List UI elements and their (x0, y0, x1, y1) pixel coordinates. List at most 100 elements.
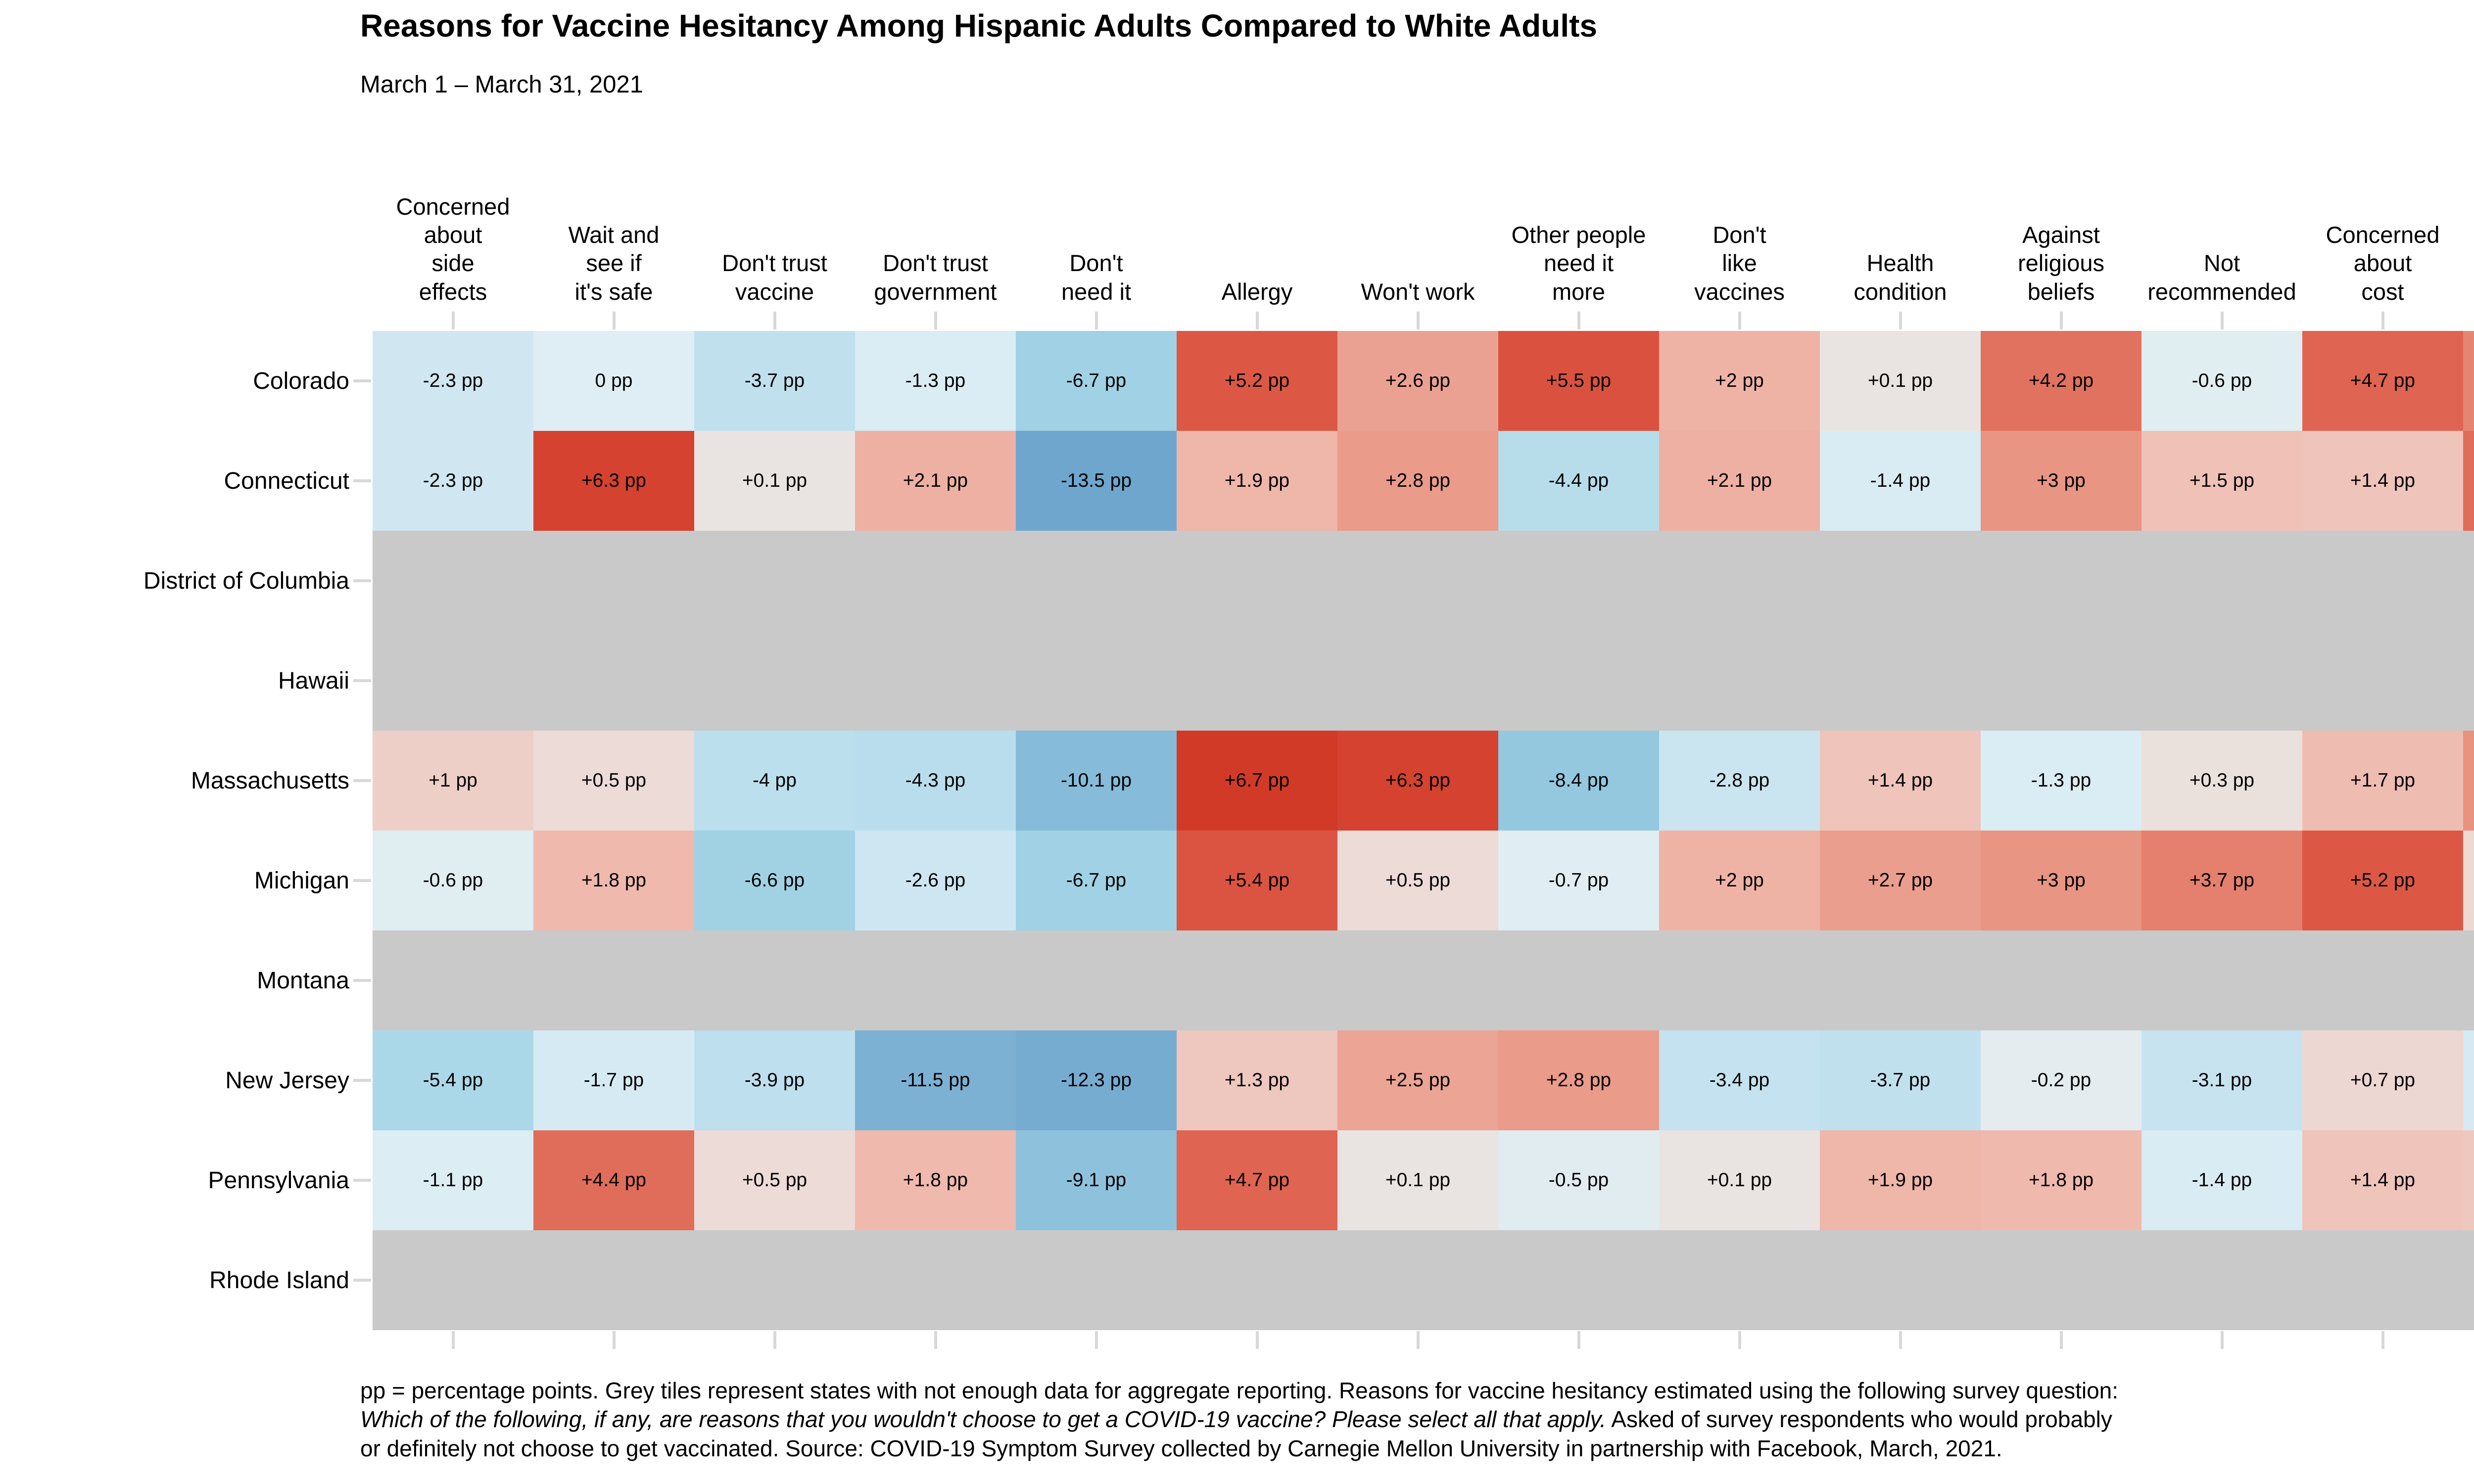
heatmap-cell-no-data (2141, 1230, 2302, 1330)
heatmap-cell: +2 pp (1659, 331, 1820, 431)
heatmap-cell: +2.7 pp (1820, 831, 1981, 930)
heatmap-cell: +0.1 pp (694, 431, 855, 531)
heatmap-cell-no-data (694, 1230, 855, 1330)
row-label: Pennsylvania (208, 1167, 349, 1194)
heatmap-cell-no-data (1337, 1230, 1498, 1330)
heatmap-cell-no-data (1820, 531, 1981, 631)
heatmap-cell: -3.9 pp (694, 1030, 855, 1130)
footnote-line-2: Which of the following, if any, are reas… (360, 1405, 2474, 1434)
heatmap-cell: -12.3 pp (1016, 1030, 1177, 1130)
heatmap-cell: -0.7 pp (1498, 831, 1659, 930)
heatmap-cell-no-data (1016, 531, 1177, 631)
row-label: Montana (257, 967, 349, 994)
heatmap-cell: +3.1 pp (2463, 731, 2474, 831)
heatmap-cell-no-data (1337, 930, 1498, 1030)
axis-tick-top (1738, 312, 1741, 329)
heatmap-cell: -3.7 pp (1820, 1030, 1981, 1130)
heatmap-cell-no-data (855, 930, 1016, 1030)
heatmap-cell-no-data (694, 531, 855, 631)
heatmap-cell: +2.1 pp (1659, 431, 1820, 531)
heatmap-cell: -11.5 pp (855, 1030, 1016, 1130)
heatmap-cell-no-data (1820, 631, 1981, 731)
row-label: New Jersey (225, 1067, 349, 1094)
axis-tick-top (1255, 312, 1259, 329)
heatmap-cell-no-data (373, 531, 533, 631)
heatmap-cell: +1.9 pp (1820, 1130, 1981, 1230)
column-header: Don't trust vaccine (722, 250, 827, 305)
axis-tick-top (451, 312, 455, 329)
heatmap-cell: +2.8 pp (1498, 1030, 1659, 1130)
axis-tick-bottom (2381, 1331, 2384, 1349)
heatmap-cell: -1.7 pp (2463, 1030, 2474, 1130)
heatmap-cell-no-data (2141, 531, 2302, 631)
heatmap-cell: -13.5 pp (1016, 431, 1177, 531)
heatmap-cell: +6.3 pp (533, 431, 694, 531)
footnote-line-2-rest: Asked of survey respondents who would pr… (1606, 1406, 2112, 1433)
heatmap-cell: +5.2 pp (1177, 331, 1337, 431)
heatmap-cell: -5.4 pp (373, 1030, 533, 1130)
heatmap-cell-no-data (855, 1230, 1016, 1330)
row-label: Connecticut (224, 467, 349, 494)
heatmap-cell-no-data (1177, 531, 1337, 631)
heatmap-cell-no-data (1498, 631, 1659, 731)
heatmap-cell: 0 pp (533, 331, 694, 431)
heatmap-cell: +0.5 pp (533, 731, 694, 831)
heatmap-cell-no-data (694, 930, 855, 1030)
heatmap-cell: +1.3 pp (1177, 1030, 1337, 1130)
heatmap-cell: +1.7 pp (2302, 731, 2463, 831)
axis-tick-bottom (1899, 1331, 1902, 1349)
heatmap-cell: +6.7 pp (1177, 731, 1337, 831)
heatmap-cell-no-data (2463, 531, 2474, 631)
heatmap-cell: +3.7 pp (2141, 831, 2302, 930)
heatmap-cell-no-data (1016, 631, 1177, 731)
heatmap-cell-no-data (1981, 531, 2141, 631)
heatmap-cell: +2.6 pp (1337, 331, 1498, 431)
heatmap-cell-no-data (2141, 631, 2302, 731)
row-label: District of Columbia (143, 567, 349, 594)
heatmap-cell: -2.3 pp (373, 431, 533, 531)
axis-tick-top (2059, 312, 2063, 329)
column-header: Pregnancy (2463, 157, 2474, 306)
column-header: Other people need it more (1511, 222, 1646, 305)
axis-tick-bottom (1255, 1331, 1259, 1349)
heatmap-cell: -0.6 pp (373, 831, 533, 930)
heatmap-cell-no-data (1016, 930, 1177, 1030)
heatmap-cell: -1.7 pp (533, 1030, 694, 1130)
heatmap-cell-no-data (1337, 531, 1498, 631)
heatmap-cell: +1.4 pp (2302, 1130, 2463, 1230)
heatmap-cell: -1.3 pp (855, 331, 1016, 431)
footnote-line-3: or definitely not choose to get vaccinat… (360, 1435, 2002, 1461)
axis-tick-bottom (1416, 1331, 1420, 1349)
heatmap-cell-no-data (1016, 1230, 1177, 1330)
column-header: Concerned about cost (2326, 222, 2440, 305)
axis-tick-left (353, 779, 371, 782)
heatmap-cell-no-data (2302, 1230, 2463, 1330)
axis-tick-left (353, 979, 371, 982)
heatmap-cell-no-data (2302, 930, 2463, 1030)
axis-tick-top (1416, 312, 1420, 329)
axis-tick-bottom (1738, 1331, 1741, 1349)
heatmap-cell: -2.6 pp (855, 831, 1016, 930)
heatmap-cell: -4 pp (694, 731, 855, 831)
heatmap-cell: +0.1 pp (1337, 1130, 1498, 1230)
heatmap-cell-no-data (1981, 1230, 2141, 1330)
heatmap-cell-no-data (1981, 631, 2141, 731)
axis-tick-left (353, 679, 371, 682)
heatmap-cell-no-data (373, 1230, 533, 1330)
row-label: Colorado (253, 368, 349, 394)
heatmap-cell: -3.7 pp (694, 331, 855, 431)
heatmap-cell: +2.5 pp (1337, 1030, 1498, 1130)
axis-tick-top (2381, 312, 2384, 329)
axis-tick-top (2220, 312, 2224, 329)
heatmap-cell: -9.1 pp (1016, 1130, 1177, 1230)
heatmap-cell-no-data (1659, 631, 1820, 731)
heatmap-cell: -1.3 pp (1981, 731, 2141, 831)
heatmap-cell-no-data (1337, 631, 1498, 731)
heatmap-cell: +3 pp (1981, 431, 2141, 531)
heatmap-cell: +2 pp (1659, 831, 1820, 930)
axis-tick-left (353, 579, 371, 582)
heatmap-cell: +4.2 pp (1981, 331, 2141, 431)
axis-tick-bottom (2220, 1331, 2224, 1349)
heatmap-cell: +0.6 pp (2463, 831, 2474, 930)
axis-tick-left (353, 879, 371, 882)
